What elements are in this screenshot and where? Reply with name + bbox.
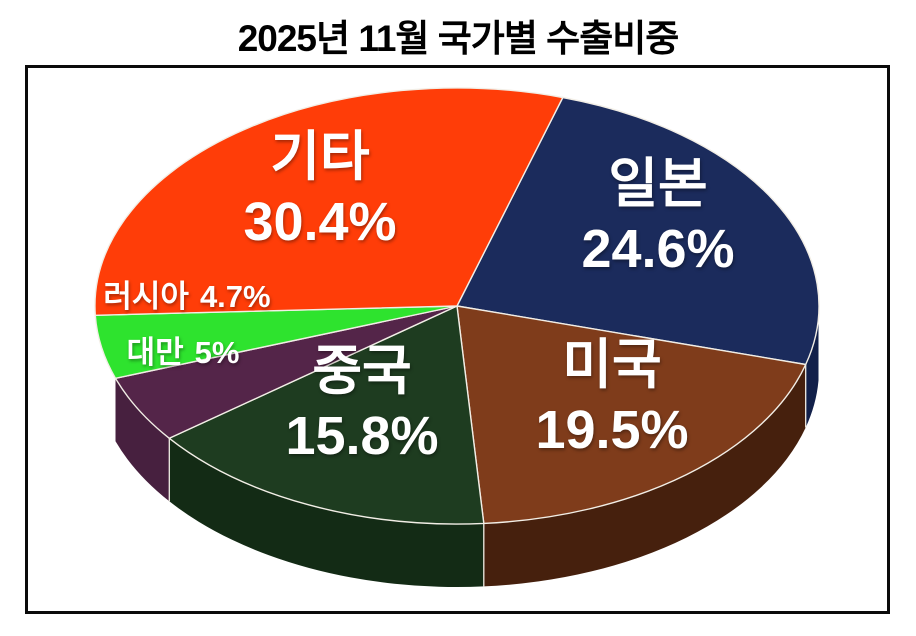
slice-label-usa: 미국 19.5% bbox=[535, 333, 688, 463]
slice-value-taiwan: 5% bbox=[194, 335, 240, 370]
slice-value-others: 30.4% bbox=[243, 192, 397, 252]
pie-slice-others bbox=[94, 87, 564, 316]
pie-side-china bbox=[169, 438, 484, 587]
slice-name-japan: 일본 bbox=[608, 154, 708, 214]
pie-side-usa bbox=[483, 364, 806, 587]
slice-value-china: 15.8% bbox=[285, 406, 439, 466]
pie-side-taiwan bbox=[115, 378, 170, 502]
pie-side-japan bbox=[805, 317, 819, 428]
slice-label-taiwan: 대만 5% bbox=[127, 336, 240, 370]
slice-value-russia: 4.7% bbox=[199, 279, 271, 314]
slice-value-usa: 19.5% bbox=[535, 400, 689, 460]
pie-slice-china bbox=[168, 305, 485, 525]
slice-name-others: 기타 bbox=[270, 127, 370, 187]
slice-name-russia: 러시아 bbox=[103, 279, 189, 314]
pie-slice-usa bbox=[456, 305, 807, 525]
slice-label-others: 기타 30.4% bbox=[243, 125, 396, 255]
slice-label-china: 중국 15.8% bbox=[285, 339, 438, 469]
slice-name-china: 중국 bbox=[312, 341, 412, 401]
pie-slice-japan bbox=[456, 96, 820, 366]
chart-title: 2025년 11월 국가별 수출비중 bbox=[237, 18, 680, 59]
slice-label-russia: 러시아 4.7% bbox=[103, 280, 270, 314]
slice-label-japan: 일본 24.6% bbox=[581, 152, 734, 282]
slice-value-japan: 24.6% bbox=[581, 219, 735, 279]
slice-name-usa: 미국 bbox=[562, 335, 662, 395]
slice-name-taiwan: 대만 bbox=[126, 335, 184, 370]
